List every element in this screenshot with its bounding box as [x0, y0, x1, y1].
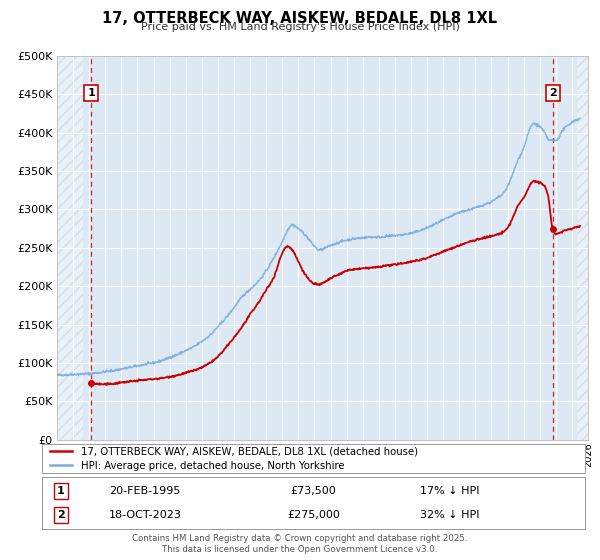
- Bar: [57, 56, 83, 440]
- Text: £275,000: £275,000: [287, 510, 340, 520]
- Text: £73,500: £73,500: [290, 486, 337, 496]
- Text: 32% ↓ HPI: 32% ↓ HPI: [419, 510, 479, 520]
- Text: 2: 2: [57, 510, 65, 520]
- Bar: [577, 56, 588, 440]
- Legend: 17, OTTERBECK WAY, AISKEW, BEDALE, DL8 1XL (detached house), HPI: Average price,: 17, OTTERBECK WAY, AISKEW, BEDALE, DL8 1…: [46, 442, 422, 475]
- Text: 17, OTTERBECK WAY, AISKEW, BEDALE, DL8 1XL: 17, OTTERBECK WAY, AISKEW, BEDALE, DL8 1…: [103, 11, 497, 26]
- Text: 1: 1: [88, 88, 95, 98]
- Text: 20-FEB-1995: 20-FEB-1995: [109, 486, 181, 496]
- Text: 2: 2: [549, 88, 556, 98]
- Text: 18-OCT-2023: 18-OCT-2023: [109, 510, 182, 520]
- Text: This data is licensed under the Open Government Licence v3.0.: This data is licensed under the Open Gov…: [163, 545, 437, 554]
- Text: 17% ↓ HPI: 17% ↓ HPI: [419, 486, 479, 496]
- Text: Price paid vs. HM Land Registry's House Price Index (HPI): Price paid vs. HM Land Registry's House …: [140, 22, 460, 32]
- Text: Contains HM Land Registry data © Crown copyright and database right 2025.: Contains HM Land Registry data © Crown c…: [132, 534, 468, 543]
- Text: 1: 1: [57, 486, 65, 496]
